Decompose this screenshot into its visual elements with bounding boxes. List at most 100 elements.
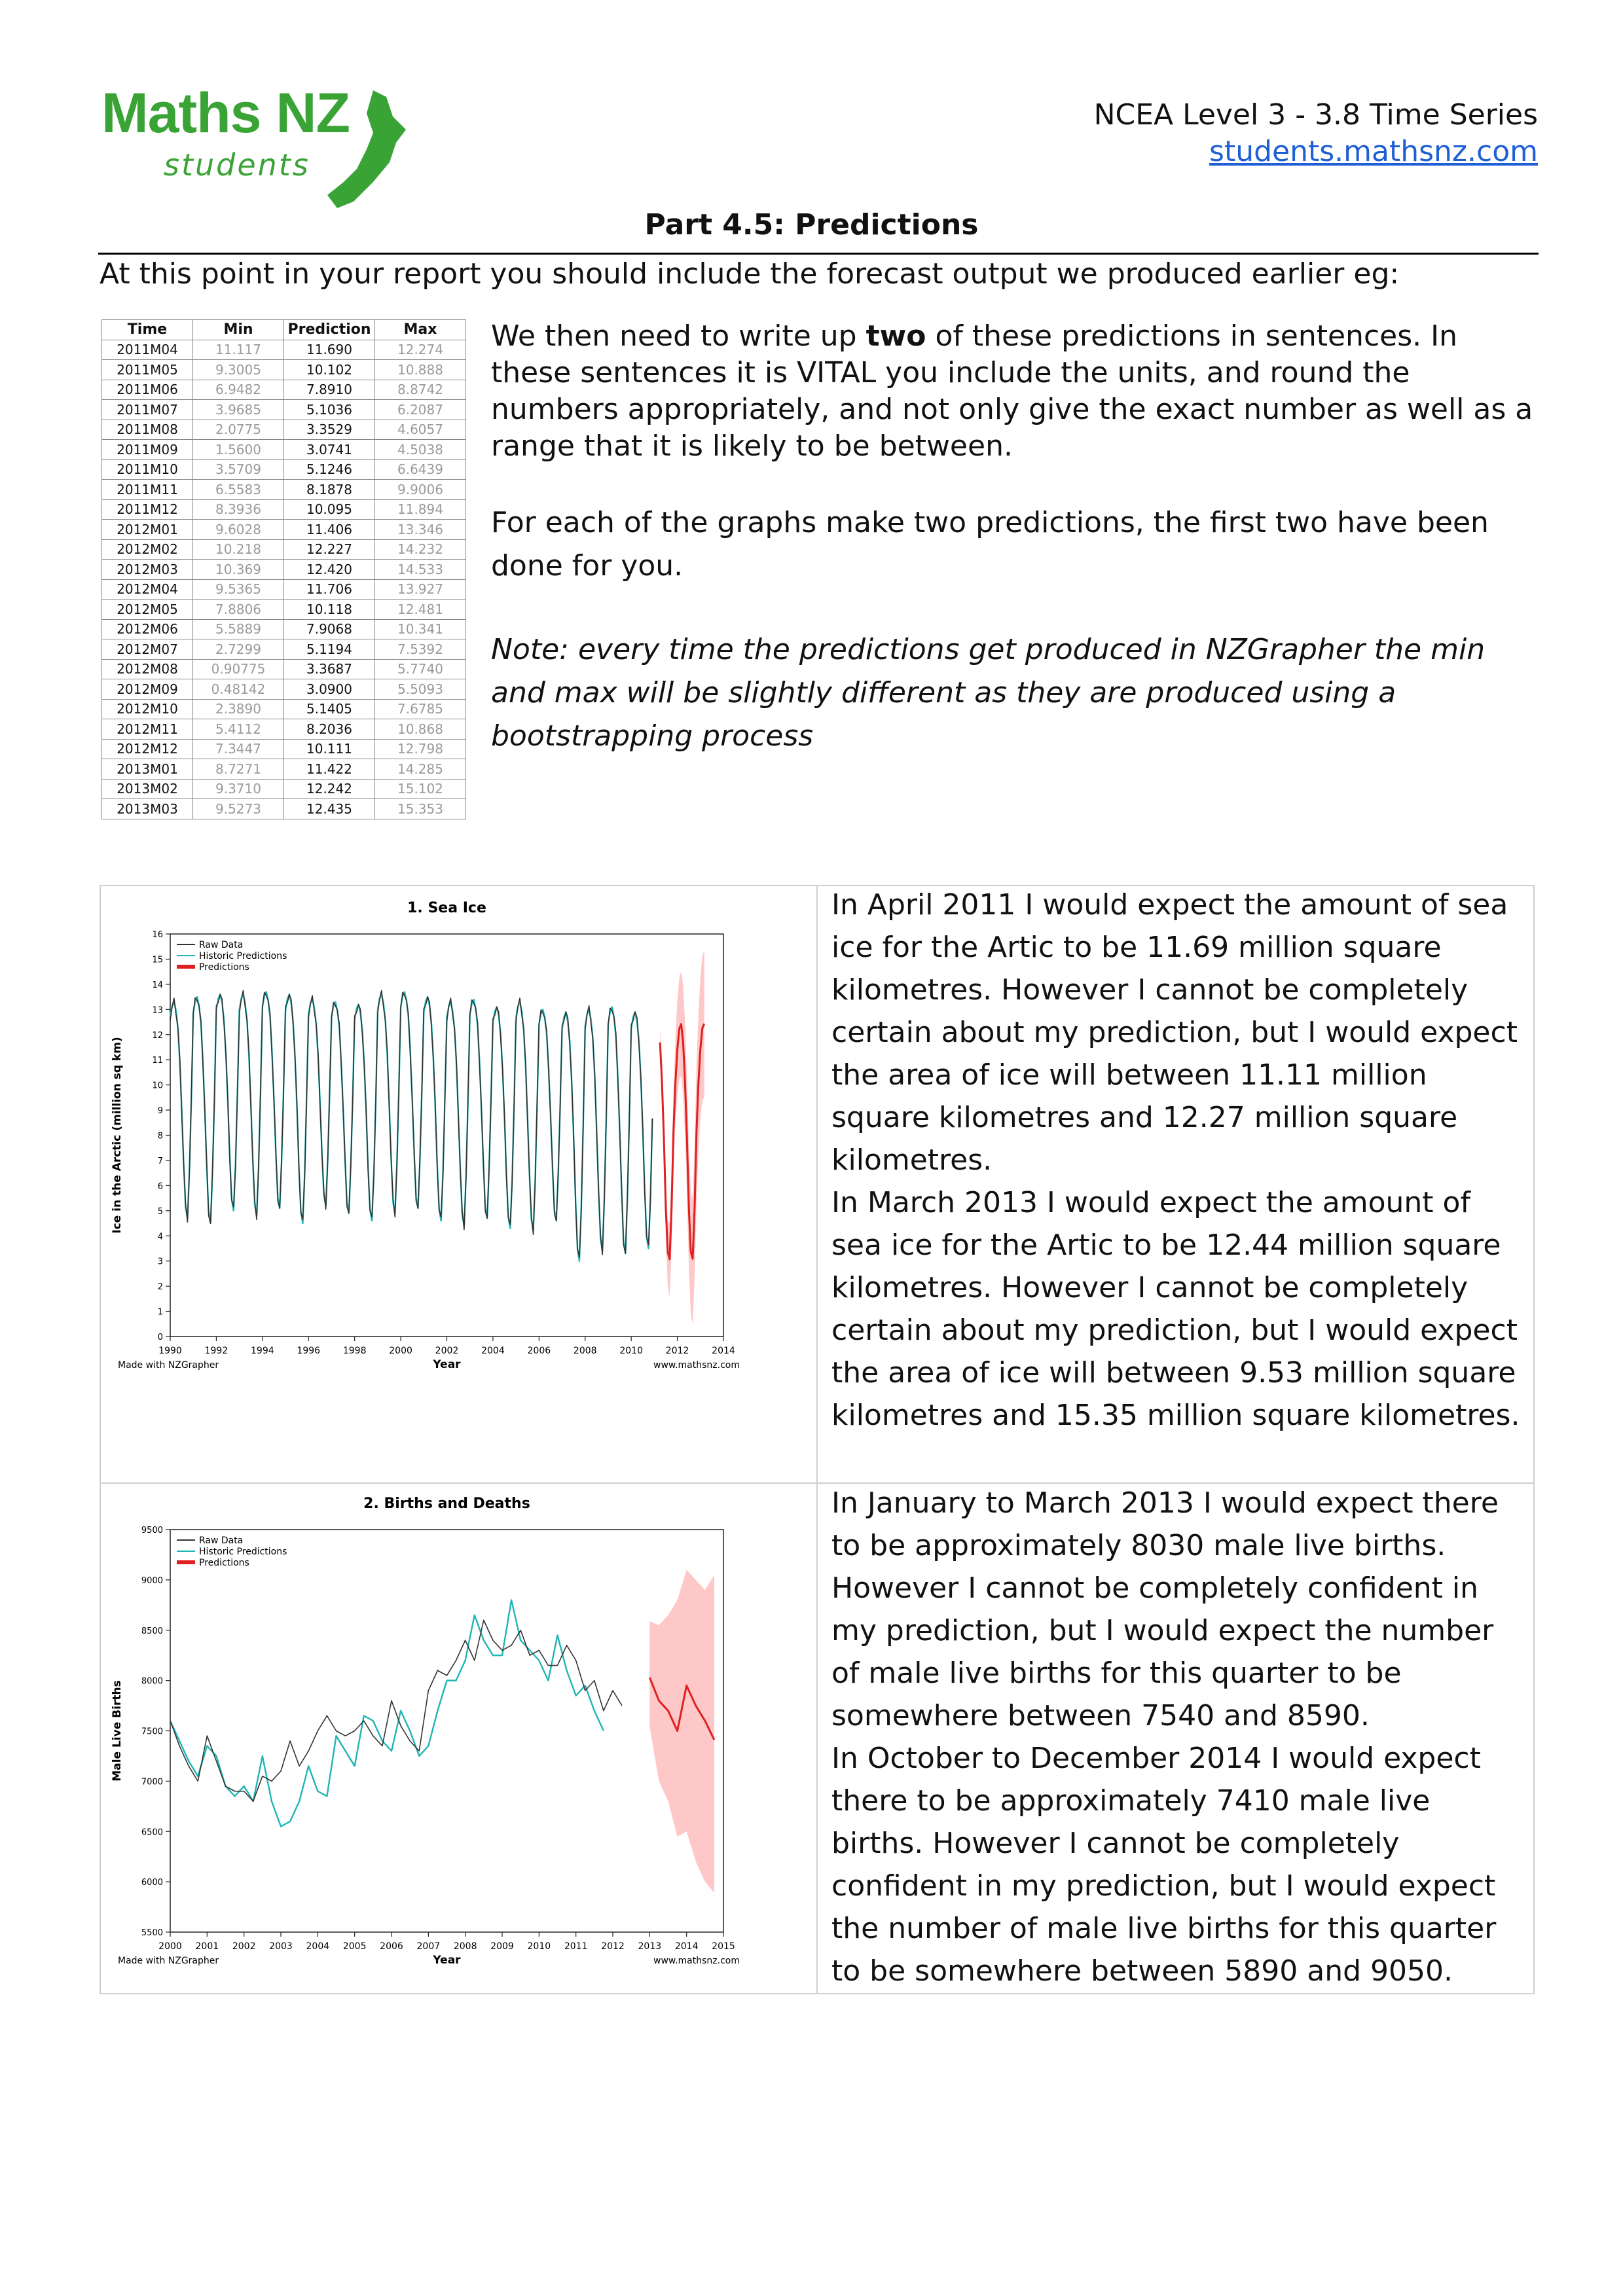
y-tick-label: 5500 xyxy=(141,1928,163,1938)
y-tick-label: 11 xyxy=(152,1056,163,1066)
table-row: 2011M09 1.5600 3.0741 4.5038 xyxy=(101,439,466,460)
table-cell: 7.9068 xyxy=(283,619,375,639)
table-cell: 7.8806 xyxy=(192,599,284,620)
table-row: 2012M12 7.3447 10.111 12.798 xyxy=(101,738,466,759)
y-tick-label: 5 xyxy=(158,1207,163,1217)
table-row: 2012M08 0.90775 3.3687 5.7740 xyxy=(101,658,466,679)
x-axis-label: Year xyxy=(432,1358,461,1371)
table-cell: 11.117 xyxy=(192,339,284,360)
x-tick-label: 2013 xyxy=(638,1941,662,1952)
table-cell: 5.7740 xyxy=(374,658,466,679)
table-cell: 2012M02 xyxy=(101,539,193,560)
table-header-cell: Min xyxy=(192,319,284,340)
table-cell: 2013M03 xyxy=(101,798,193,819)
table-cell: 2011M08 xyxy=(101,419,193,440)
table-cell: 3.3687 xyxy=(283,658,375,679)
table-cell: 2011M06 xyxy=(101,379,193,400)
table-cell: 2011M09 xyxy=(101,439,193,460)
table-cell: 11.690 xyxy=(283,339,375,360)
table-cell: 15.353 xyxy=(374,798,466,819)
y-tick-label: 14 xyxy=(152,980,163,990)
footer-site: www.mathsnz.com xyxy=(653,1956,740,1966)
table-row: 2012M05 7.8806 10.118 12.481 xyxy=(101,599,466,620)
y-tick-label: 1 xyxy=(158,1308,163,1318)
table-cell: 9.5365 xyxy=(192,579,284,600)
footer-site: www.mathsnz.com xyxy=(653,1360,740,1371)
table-cell: 13.346 xyxy=(374,519,466,540)
x-tick-label: 2014 xyxy=(712,1346,735,1356)
table-cell: 3.0900 xyxy=(283,679,375,700)
table-cell: 2011M07 xyxy=(101,399,193,420)
table-cell: 8.7271 xyxy=(192,759,284,780)
predictions-line xyxy=(659,1023,706,1261)
table-row: 2011M11 6.5583 8.1878 9.9006 xyxy=(101,479,466,500)
x-tick-label: 2004 xyxy=(481,1346,505,1356)
table-cell: 2011M11 xyxy=(101,479,193,500)
prediction-band xyxy=(649,1570,714,1893)
raw-data-line xyxy=(170,1619,623,1802)
table-cell: 8.1878 xyxy=(283,479,375,500)
legend-label: Historic Predictions xyxy=(199,1547,287,1557)
table-cell: 2012M03 xyxy=(101,559,193,580)
table-cell: 7.6785 xyxy=(374,698,466,719)
table-cell: 3.9685 xyxy=(192,399,284,420)
table-row: 2012M03 10.369 12.420 14.533 xyxy=(101,559,466,580)
table-cell: 6.9482 xyxy=(192,379,284,400)
x-tick-label: 1992 xyxy=(205,1346,228,1356)
table-cell: 6.6439 xyxy=(374,459,466,480)
table-cell: 7.5392 xyxy=(374,639,466,660)
historic-predictions-line xyxy=(169,991,653,1262)
table-cell: 3.0741 xyxy=(283,439,375,460)
site-link[interactable]: students.mathsnz.com xyxy=(1209,135,1538,168)
table-cell: 5.4112 xyxy=(192,719,284,740)
table-cell: 2.0775 xyxy=(192,419,284,440)
header-divider xyxy=(98,253,1539,255)
table-cell: 11.894 xyxy=(374,499,466,520)
y-tick-label: 9500 xyxy=(141,1526,163,1535)
x-tick-label: 2002 xyxy=(435,1346,459,1356)
grid-divider-horizontal xyxy=(100,1482,1535,1484)
note-paragraph: Note: every time the predictions get pro… xyxy=(491,633,1486,753)
births-chart: 2. Births and Deaths 2000 2001 2002 2003 2004… xyxy=(111,1496,740,1967)
x-tick-label: 2000 xyxy=(389,1346,412,1356)
table-cell: 2012M07 xyxy=(101,639,193,660)
table-row: 2012M06 5.5889 7.9068 10.341 xyxy=(101,619,466,639)
table-cell: 11.406 xyxy=(283,519,375,540)
x-tick-label: 2006 xyxy=(528,1346,551,1356)
table-cell: 10.095 xyxy=(283,499,375,520)
table-cell: 2012M05 xyxy=(101,599,193,620)
table-cell: 1.5600 xyxy=(192,439,284,460)
table-row: 2011M07 3.9685 5.1036 6.2087 xyxy=(101,399,466,420)
x-tick-label: 2008 xyxy=(574,1346,597,1356)
x-tick-label: 1994 xyxy=(251,1346,274,1356)
table-cell: 2.7299 xyxy=(192,639,284,660)
para1-after: of these predictions in sentences. In th… xyxy=(491,319,1533,463)
legend-label: Predictions xyxy=(199,962,249,973)
table-row: 2011M04 11.117 11.690 12.274 xyxy=(101,339,466,360)
table-cell: 14.285 xyxy=(374,759,466,780)
x-tick-label: 2002 xyxy=(232,1941,256,1952)
y-tick-label: 7500 xyxy=(141,1727,163,1737)
legend-label: Historic Predictions xyxy=(199,951,287,961)
table-cell: 14.533 xyxy=(374,559,466,580)
logo-subtitle: students xyxy=(164,147,310,183)
table-row: 2011M10 3.5709 5.1246 6.6439 xyxy=(101,459,466,480)
x-tick-label: 2001 xyxy=(196,1941,219,1952)
table-row: 2012M02 10.218 12.227 14.232 xyxy=(101,539,466,560)
y-tick-label: 0 xyxy=(158,1333,163,1342)
table-cell: 5.5093 xyxy=(374,679,466,700)
table-cell: 3.5709 xyxy=(192,459,284,480)
y-axis-label: Ice in the Arctic (million sq km) xyxy=(111,1037,124,1233)
table-header-row: Time Min Prediction Max xyxy=(101,319,466,340)
table-cell: 12.798 xyxy=(374,738,466,759)
y-tick-label: 7000 xyxy=(141,1777,163,1787)
course-title: NCEA Level 3 - 3.8 Time Series xyxy=(1093,98,1538,132)
part-title: Part 4.5: Predictions xyxy=(644,208,979,242)
table-cell: 15.102 xyxy=(374,778,466,799)
nz-map-icon xyxy=(327,90,406,208)
chart-title: 2. Births and Deaths xyxy=(363,1496,530,1512)
table-cell: 5.5889 xyxy=(192,619,284,639)
table-cell: 6.2087 xyxy=(374,399,466,420)
x-tick-label: 2004 xyxy=(306,1941,330,1952)
table-cell: 8.2036 xyxy=(283,719,375,740)
